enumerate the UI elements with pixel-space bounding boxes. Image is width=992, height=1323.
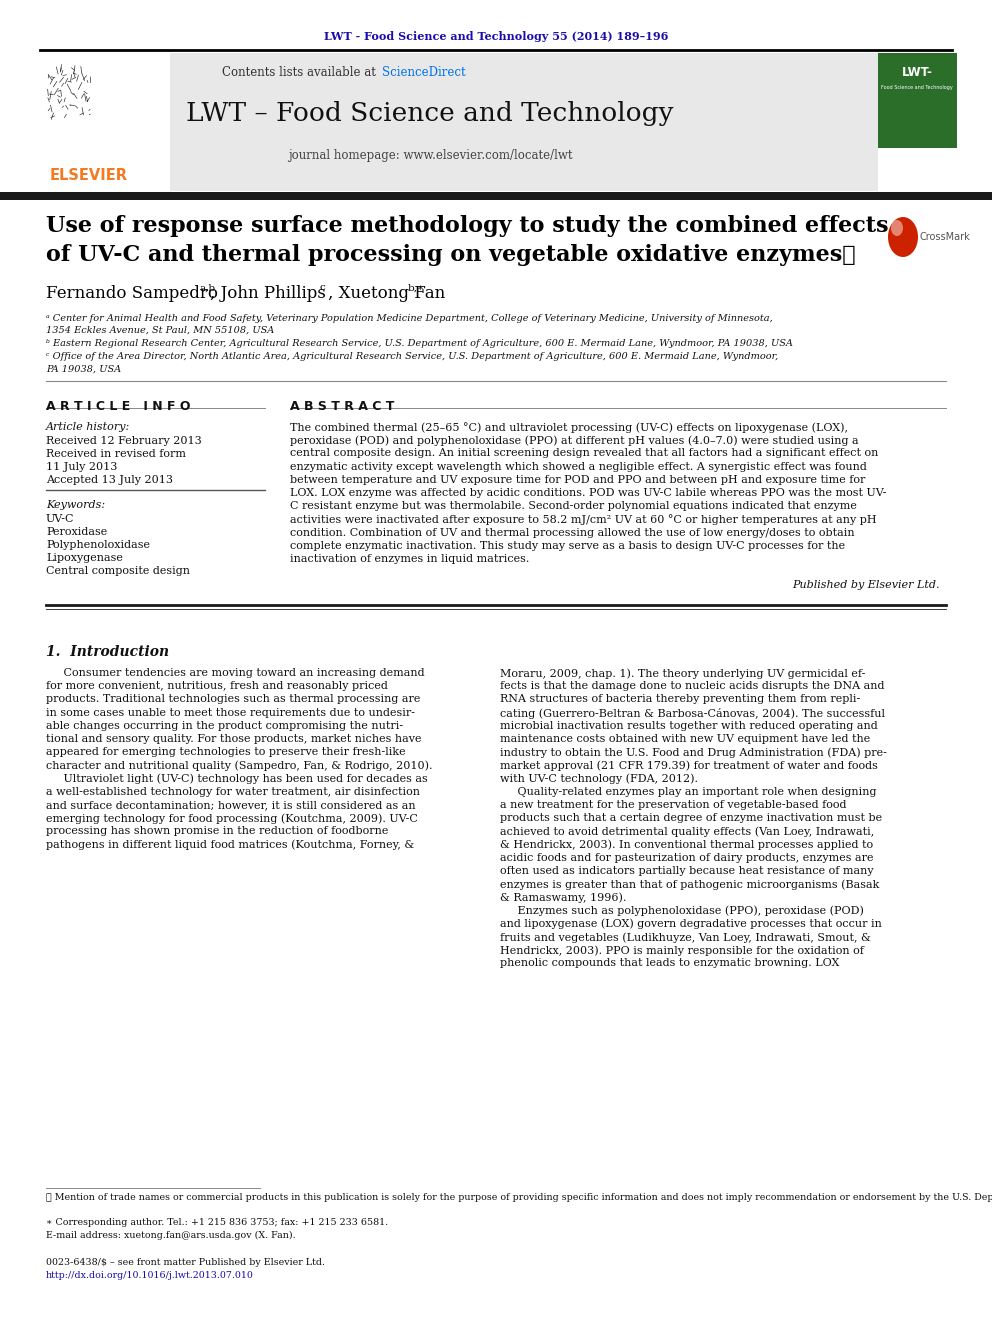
Text: Enzymes such as polyphenoloxidase (PPO), peroxidase (POD): Enzymes such as polyphenoloxidase (PPO),… — [500, 906, 864, 916]
Text: ELSEVIER: ELSEVIER — [50, 168, 128, 183]
Text: Received in revised form: Received in revised form — [46, 448, 186, 459]
Text: ᵃ Center for Animal Health and Food Safety, Veterinary Population Medicine Depar: ᵃ Center for Animal Health and Food Safe… — [46, 314, 773, 323]
Text: Use of response surface methodology to study the combined effects: Use of response surface methodology to s… — [46, 216, 889, 237]
Text: character and nutritional quality (Sampedro, Fan, & Rodrigo, 2010).: character and nutritional quality (Sampe… — [46, 761, 433, 771]
Text: Contents lists available at: Contents lists available at — [222, 66, 380, 78]
Text: & Ramaswamy, 1996).: & Ramaswamy, 1996). — [500, 893, 626, 904]
Text: fruits and vegetables (Ludikhuyze, Van Loey, Indrawati, Smout, &: fruits and vegetables (Ludikhuyze, Van L… — [500, 931, 871, 942]
Text: processing has shown promise in the reduction of foodborne: processing has shown promise in the redu… — [46, 827, 389, 836]
Text: 1354 Eckles Avenue, St Paul, MN 55108, USA: 1354 Eckles Avenue, St Paul, MN 55108, U… — [46, 325, 274, 335]
Text: Central composite design: Central composite design — [46, 566, 190, 576]
Text: LWT-: LWT- — [902, 66, 932, 79]
Text: a,b: a,b — [199, 283, 215, 292]
Text: b,∗: b,∗ — [408, 283, 425, 292]
Text: cating (Guerrero-Beltran & Barbosa-Cánovas, 2004). The successful: cating (Guerrero-Beltran & Barbosa-Cánov… — [500, 708, 885, 718]
Text: microbial inactivation results together with reduced operating and: microbial inactivation results together … — [500, 721, 878, 730]
Text: LWT – Food Science and Technology: LWT – Food Science and Technology — [186, 102, 674, 127]
Text: products. Traditional technologies such as thermal processing are: products. Traditional technologies such … — [46, 695, 421, 704]
Text: c: c — [320, 283, 325, 292]
Text: Published by Elsevier Ltd.: Published by Elsevier Ltd. — [793, 579, 940, 590]
Text: Article history:: Article history: — [46, 422, 130, 433]
Text: LOX. LOX enzyme was affected by acidic conditions. POD was UV-C labile whereas P: LOX. LOX enzyme was affected by acidic c… — [290, 488, 887, 497]
Text: condition. Combination of UV and thermal processing allowed the use of low energ: condition. Combination of UV and thermal… — [290, 528, 855, 537]
Text: ᵇ Eastern Regional Research Center, Agricultural Research Service, U.S. Departme: ᵇ Eastern Regional Research Center, Agri… — [46, 339, 793, 348]
FancyBboxPatch shape — [0, 192, 992, 200]
Text: activities were inactivated after exposure to 58.2 mJ/cm² UV at 60 °C or higher : activities were inactivated after exposu… — [290, 515, 877, 525]
Text: C resistant enzyme but was thermolabile. Second-order polynomial equations indic: C resistant enzyme but was thermolabile.… — [290, 501, 857, 511]
Text: fects is that the damage done to nucleic acids disrupts the DNA and: fects is that the damage done to nucleic… — [500, 681, 885, 691]
Text: with UV-C technology (FDA, 2012).: with UV-C technology (FDA, 2012). — [500, 774, 698, 785]
Text: 0023-6438/$ – see front matter Published by Elsevier Ltd.: 0023-6438/$ – see front matter Published… — [46, 1258, 325, 1267]
Text: ∗ Corresponding author. Tel.: +1 215 836 3753; fax: +1 215 233 6581.: ∗ Corresponding author. Tel.: +1 215 836… — [46, 1218, 388, 1226]
Text: a new treatment for the preservation of vegetable-based food: a new treatment for the preservation of … — [500, 800, 846, 810]
Text: Moraru, 2009, chap. 1). The theory underlying UV germicidal ef-: Moraru, 2009, chap. 1). The theory under… — [500, 668, 865, 679]
FancyBboxPatch shape — [878, 53, 957, 191]
Text: Consumer tendencies are moving toward an increasing demand: Consumer tendencies are moving toward an… — [46, 668, 425, 677]
Text: enzymes is greater than that of pathogenic microorganisms (Basak: enzymes is greater than that of pathogen… — [500, 880, 879, 890]
Text: acidic foods and for pasteurization of dairy products, enzymes are: acidic foods and for pasteurization of d… — [500, 853, 874, 863]
Text: Food Science and Technology: Food Science and Technology — [881, 85, 953, 90]
Text: UV-C: UV-C — [46, 515, 74, 524]
Text: maintenance costs obtained with new UV equipment have led the: maintenance costs obtained with new UV e… — [500, 734, 870, 744]
Text: of UV-C and thermal processing on vegetable oxidative enzymes★: of UV-C and thermal processing on vegeta… — [46, 243, 856, 266]
Text: complete enzymatic inactivation. This study may serve as a basis to design UV-C : complete enzymatic inactivation. This st… — [290, 541, 845, 550]
Text: and lipoxygenase (LOX) govern degradative processes that occur in: and lipoxygenase (LOX) govern degradativ… — [500, 918, 882, 929]
Text: PA 19038, USA: PA 19038, USA — [46, 365, 121, 374]
Text: between temperature and UV exposure time for POD and PPO and between pH and expo: between temperature and UV exposure time… — [290, 475, 865, 484]
Text: appeared for emerging technologies to preserve their fresh-like: appeared for emerging technologies to pr… — [46, 747, 406, 757]
Text: emerging technology for food processing (Koutchma, 2009). UV-C: emerging technology for food processing … — [46, 814, 418, 824]
Text: LWT - Food Science and Technology 55 (2014) 189–196: LWT - Food Science and Technology 55 (20… — [323, 30, 669, 41]
Text: often used as indicators partially because heat resistance of many: often used as indicators partially becau… — [500, 867, 874, 876]
Text: a well-established technology for water treatment, air disinfection: a well-established technology for water … — [46, 787, 420, 796]
Text: , John Phillips: , John Phillips — [210, 284, 326, 302]
Text: ★ Mention of trade names or commercial products in this publication is solely fo: ★ Mention of trade names or commercial p… — [46, 1193, 992, 1203]
FancyBboxPatch shape — [35, 53, 170, 191]
Text: Quality-related enzymes play an important role when designing: Quality-related enzymes play an importan… — [500, 787, 877, 796]
Text: Polyphenoloxidase: Polyphenoloxidase — [46, 540, 150, 550]
Text: tional and sensory quality. For those products, market niches have: tional and sensory quality. For those pr… — [46, 734, 422, 744]
Text: Ultraviolet light (UV-C) technology has been used for decades as: Ultraviolet light (UV-C) technology has … — [46, 774, 428, 785]
Text: CrossMark: CrossMark — [920, 232, 971, 242]
Text: market approval (21 CFR 179.39) for treatment of water and foods: market approval (21 CFR 179.39) for trea… — [500, 761, 878, 771]
Text: http://dx.doi.org/10.1016/j.lwt.2013.07.010: http://dx.doi.org/10.1016/j.lwt.2013.07.… — [46, 1271, 254, 1279]
FancyBboxPatch shape — [878, 148, 957, 191]
Text: ᶜ Office of the Area Director, North Atlantic Area, Agricultural Research Servic: ᶜ Office of the Area Director, North Atl… — [46, 352, 779, 361]
Text: Fernando Sampedro: Fernando Sampedro — [46, 284, 218, 302]
Text: Peroxidase: Peroxidase — [46, 527, 107, 537]
Text: Keywords:: Keywords: — [46, 500, 105, 509]
Text: RNA structures of bacteria thereby preventing them from repli-: RNA structures of bacteria thereby preve… — [500, 695, 860, 704]
Ellipse shape — [891, 220, 903, 235]
Text: , Xuetong Fan: , Xuetong Fan — [328, 284, 445, 302]
Text: 1.  Introduction: 1. Introduction — [46, 646, 169, 659]
Text: Received 12 February 2013: Received 12 February 2013 — [46, 437, 201, 446]
Text: products such that a certain degree of enzyme inactivation must be: products such that a certain degree of e… — [500, 814, 882, 823]
Text: 11 July 2013: 11 July 2013 — [46, 462, 117, 472]
Text: A R T I C L E   I N F O: A R T I C L E I N F O — [46, 400, 190, 413]
Text: peroxidase (POD) and polyphenoloxidase (PPO) at different pH values (4.0–7.0) we: peroxidase (POD) and polyphenoloxidase (… — [290, 435, 859, 446]
Text: inactivation of enzymes in liquid matrices.: inactivation of enzymes in liquid matric… — [290, 554, 530, 564]
Text: Accepted 13 July 2013: Accepted 13 July 2013 — [46, 475, 173, 486]
Text: pathogens in different liquid food matrices (Koutchma, Forney, &: pathogens in different liquid food matri… — [46, 840, 415, 851]
Text: industry to obtain the U.S. Food and Drug Administration (FDA) pre-: industry to obtain the U.S. Food and Dru… — [500, 747, 887, 758]
Text: central composite design. An initial screening design revealed that all factors : central composite design. An initial scr… — [290, 448, 878, 458]
Text: The combined thermal (25–65 °C) and ultraviolet processing (UV-C) effects on lip: The combined thermal (25–65 °C) and ultr… — [290, 422, 848, 433]
Text: for more convenient, nutritious, fresh and reasonably priced: for more convenient, nutritious, fresh a… — [46, 681, 388, 691]
Ellipse shape — [888, 217, 918, 257]
FancyBboxPatch shape — [35, 53, 957, 191]
Text: phenolic compounds that leads to enzymatic browning. LOX: phenolic compounds that leads to enzymat… — [500, 958, 839, 968]
Text: A B S T R A C T: A B S T R A C T — [290, 400, 395, 413]
Text: Lipoxygenase: Lipoxygenase — [46, 553, 123, 564]
Text: journal homepage: www.elsevier.com/locate/lwt: journal homepage: www.elsevier.com/locat… — [288, 148, 572, 161]
Text: able changes occurring in the product compromising the nutri-: able changes occurring in the product co… — [46, 721, 403, 730]
Text: and surface decontamination; however, it is still considered as an: and surface decontamination; however, it… — [46, 800, 416, 810]
Text: & Hendrickx, 2003). In conventional thermal processes applied to: & Hendrickx, 2003). In conventional ther… — [500, 840, 873, 851]
Text: ScienceDirect: ScienceDirect — [382, 66, 465, 78]
Text: E-mail address: xuetong.fan@ars.usda.gov (X. Fan).: E-mail address: xuetong.fan@ars.usda.gov… — [46, 1230, 296, 1240]
Text: Hendrickx, 2003). PPO is mainly responsible for the oxidation of: Hendrickx, 2003). PPO is mainly responsi… — [500, 945, 864, 955]
Text: enzymatic activity except wavelength which showed a negligible effect. A synergi: enzymatic activity except wavelength whi… — [290, 462, 867, 471]
Text: in some cases unable to meet those requirements due to undesir-: in some cases unable to meet those requi… — [46, 708, 415, 717]
Text: achieved to avoid detrimental quality effects (Van Loey, Indrawati,: achieved to avoid detrimental quality ef… — [500, 827, 874, 837]
